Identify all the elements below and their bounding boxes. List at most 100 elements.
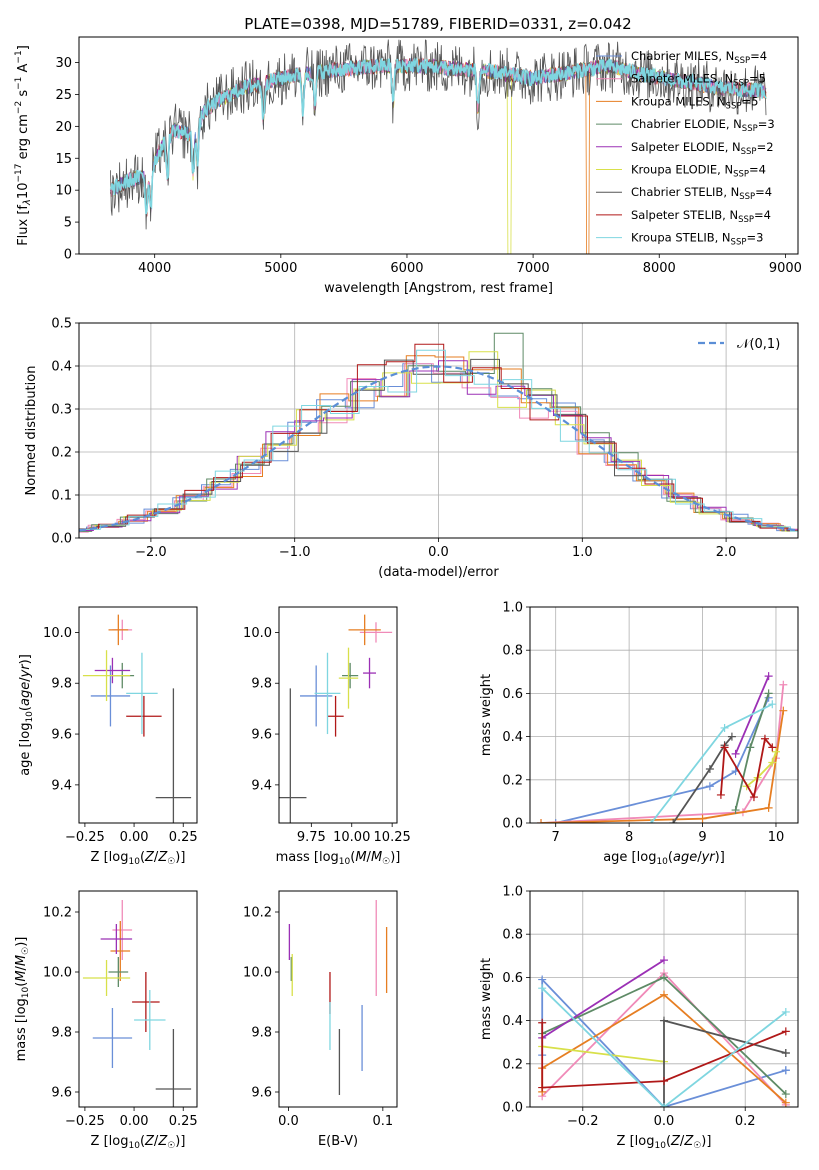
series-marker [537, 819, 546, 823]
x-axis-label: mass [log10(M/M☉)] [276, 850, 401, 867]
histogram-salpeter-miles [79, 363, 798, 533]
axes-frame [78, 890, 198, 1108]
y-tick-label: 25 [55, 88, 72, 103]
point-chabrier-stelib [279, 688, 307, 823]
y-tick-label: 9.6 [251, 728, 272, 743]
y-tick-label: 0.0 [51, 532, 72, 547]
histogram-kroupa-stelib [79, 349, 798, 532]
x-tick-label: 2.0 [716, 545, 737, 560]
series-marker [771, 747, 780, 756]
series-marker [660, 956, 668, 965]
series-marker [698, 814, 707, 823]
series-line [650, 703, 773, 823]
series-line [542, 1045, 665, 1063]
plot-area [537, 672, 788, 823]
y-tick-label: 1.0 [502, 885, 523, 900]
point-chabrier-elodie [342, 662, 359, 689]
y-tick-label: 0.2 [51, 446, 72, 461]
point-kroupa-miles [108, 614, 129, 646]
x-tick-label: 7000 [517, 261, 550, 276]
y-tick-label: 10.0 [243, 626, 272, 641]
series-line [746, 751, 777, 788]
series-salpeter-stelib [538, 1018, 790, 1092]
y-tick-label: 9.8 [251, 677, 272, 692]
y-tick-label: 0.2 [502, 1057, 523, 1072]
series-salpeter-stelib [716, 734, 777, 802]
plot-area [82, 900, 192, 1107]
series-marker [720, 723, 729, 732]
series-line [541, 987, 787, 1107]
x-tick-label: 10.25 [374, 830, 411, 845]
y-tick-label: 5 [64, 216, 72, 231]
y-axis-label: Flux [fλ10−17 erg cm−2 s−1 A−1] [14, 45, 33, 246]
series-line [541, 977, 787, 1107]
series-marker [768, 700, 777, 709]
figure-title: PLATE=0398, MJD=51789, FIBERID=0331, z=0… [244, 15, 631, 33]
series-marker [538, 975, 547, 984]
panel-8: −0.2 0.0 0.2 0.0 0.2 0.4 0.6 0.8 1.0 Z [log10(Z/Z… [479, 885, 799, 1151]
spectrum-kroupa-elodie [110, 57, 767, 254]
x-axis-label: age [log10(age/yr)] [603, 850, 725, 867]
point-chabrier-stelib [155, 688, 192, 823]
y-tick-label: 0.0 [502, 817, 523, 832]
y-tick-label: 0.4 [51, 360, 72, 375]
series-marker [538, 1018, 547, 1027]
series-salpeter-elodie [538, 956, 668, 1042]
x-tick-label: −0.2 [567, 1114, 599, 1129]
series-marker [781, 1098, 790, 1107]
axes-frame [278, 890, 398, 1108]
legend-label-chabrier-elodie: Chabrier ELODIE, NSSP=3 [631, 117, 775, 134]
spectrum-chabrier-stelib [110, 39, 767, 230]
series-marker [705, 765, 714, 773]
plot-area [288, 900, 388, 1095]
y-axis-label: Normed distribution [24, 366, 39, 496]
series-kroupa-elodie [538, 1042, 668, 1066]
plot-area [82, 614, 192, 823]
point-kroupa-stelib [314, 652, 341, 735]
panel-3: −0.25 0.00 0.25 9.4 9.6 9.8 10.0 Z [log10(Z/Z☉)… [18, 606, 198, 867]
series-marker [647, 819, 656, 823]
x-axis-label: E(B-V) [318, 1134, 358, 1149]
point-chabrier-elodie [108, 957, 129, 987]
series-marker [669, 819, 678, 823]
series-marker [764, 689, 773, 698]
x-axis-label: Z [log10(Z/Z☉)] [617, 1134, 712, 1151]
series-marker [768, 758, 777, 767]
x-axis-label: Z [log10(Z/Z☉)] [91, 1134, 186, 1151]
point-salpeter-stelib [126, 695, 162, 737]
plot-area [79, 332, 798, 533]
y-tick-label: 0.1 [51, 489, 72, 504]
x-tick-label: 7 [552, 830, 560, 845]
series-marker [660, 973, 668, 982]
y-tick-label: 0.6 [502, 687, 523, 702]
series-marker [764, 672, 773, 681]
y-tick-label: 10.2 [243, 906, 272, 921]
y-axis-label: age [log10(age/yr)] [18, 654, 35, 776]
series-marker [716, 790, 725, 799]
x-tick-label: 0.2 [735, 1114, 756, 1129]
y-tick-label: 9.6 [51, 728, 72, 743]
x-tick-label: −1.0 [279, 545, 311, 560]
x-tick-label: 0.00 [120, 830, 149, 845]
point-chabrier-miles [90, 665, 131, 727]
series-marker [660, 1016, 668, 1025]
axes-frame [78, 322, 799, 539]
x-tick-label: 8000 [643, 261, 676, 276]
axes-frame [78, 606, 198, 824]
x-tick-label: −0.25 [65, 1114, 105, 1129]
series-kroupa-stelib [647, 700, 777, 823]
series-marker [764, 803, 773, 812]
histogram-chabrier-stelib [79, 358, 798, 532]
axes-frame [278, 606, 398, 824]
axes-frame [78, 36, 799, 255]
x-tick-label: 0.00 [120, 1114, 149, 1129]
y-tick-label: 9.8 [51, 1026, 72, 1041]
legend-label-chabrier-stelib: Chabrier STELIB, NSSP=4 [631, 185, 772, 202]
point-chabrier-stelib [155, 1029, 192, 1107]
series-line [541, 959, 665, 1039]
plot-area [109, 39, 767, 254]
histogram-chabrier-elodie [79, 332, 798, 532]
legend-label-chabrier-miles: Chabrier MILES, NSSP=4 [631, 49, 767, 66]
panel-1: 4000 5000 6000 7000 8000 9000 0 5 10 15 20 25 30 wave… [14, 36, 802, 296]
series-marker [705, 782, 714, 791]
